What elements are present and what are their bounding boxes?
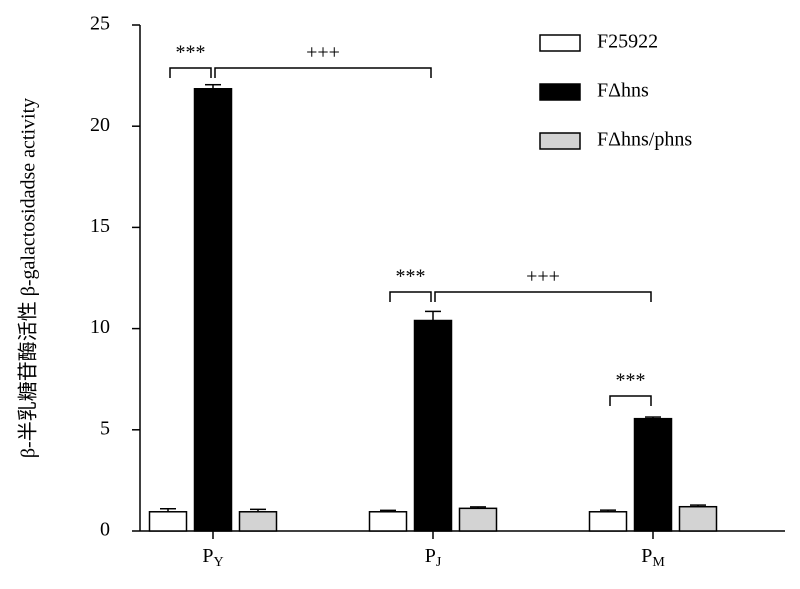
y-axis-label: β-半乳糖苷酶活性 β-galactosidadse activity [17,98,40,458]
bar [633,417,673,532]
x-tick-label: PY [202,545,223,571]
y-tick-label: 0 [100,519,110,541]
bar [413,319,453,532]
legend-label: FΔhns [597,80,649,102]
significance-label: +++ [306,42,340,64]
significance-bracket [214,67,432,78]
bar [148,511,188,532]
legend-swatch [539,83,581,101]
bar [193,88,233,532]
significance-label: *** [176,42,206,64]
legend-swatch [539,132,581,150]
significance-label: *** [616,370,646,392]
y-tick-label: 20 [90,114,110,136]
bar [238,511,278,532]
bar [458,507,498,532]
legend-label: F25922 [597,31,658,53]
significance-bracket [169,67,212,78]
significance-label: +++ [526,266,560,288]
legend-label: FΔhns/phns [597,129,692,151]
x-tick-label: PM [641,545,665,571]
significance-label: *** [396,266,426,288]
legend-swatch [539,34,581,52]
y-tick-label: 5 [100,417,110,439]
y-tick-label: 25 [90,13,110,35]
significance-bracket [434,291,652,302]
bar [368,511,408,532]
significance-bracket [389,291,432,302]
bar [678,505,718,532]
bar [588,511,628,532]
x-tick-label: PJ [425,545,442,571]
y-tick-label: 15 [90,215,110,237]
significance-bracket [609,395,652,406]
y-tick-label: 10 [90,316,110,338]
